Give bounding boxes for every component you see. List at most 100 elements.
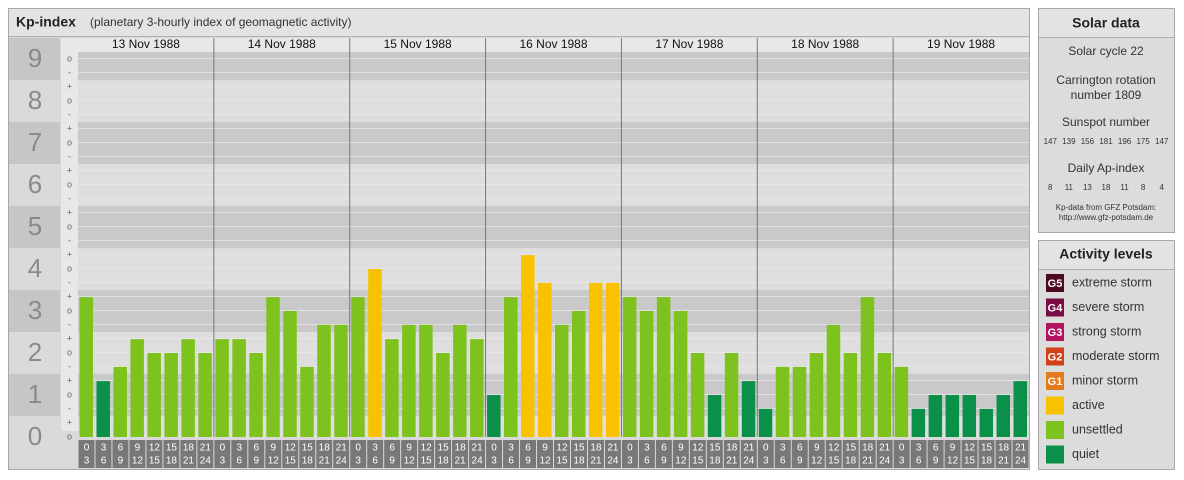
y-label-band xyxy=(9,332,60,374)
sunspots-value: 147 xyxy=(1155,137,1169,146)
hour-cell xyxy=(112,440,129,468)
hour-cell xyxy=(537,440,553,468)
hour-start: 18 xyxy=(183,443,195,454)
hour-cell xyxy=(689,440,706,468)
minor-tick-label: o xyxy=(67,347,72,357)
hour-end: 24 xyxy=(336,456,348,467)
hour-end: 21 xyxy=(590,456,602,467)
sunspots-value: 196 xyxy=(1118,137,1132,146)
legend-code: G5 xyxy=(1048,278,1063,290)
hour-start: 21 xyxy=(200,443,212,454)
legend-label: strong storm xyxy=(1072,324,1141,338)
hour-cell xyxy=(316,440,333,468)
minor-tick-label: o xyxy=(67,389,72,399)
carrington-line: number 1809 xyxy=(1071,88,1142,102)
hour-cell xyxy=(95,440,112,468)
bar xyxy=(809,353,824,437)
day-label: 13 Nov 1988 xyxy=(112,37,180,51)
y-tick-label: 9 xyxy=(28,43,42,73)
hour-cell xyxy=(214,440,231,468)
hour-end: 15 xyxy=(556,456,568,467)
bar xyxy=(605,282,620,437)
hour-cell xyxy=(299,440,316,468)
hour-start: 6 xyxy=(933,443,939,454)
hour-cell xyxy=(723,440,740,468)
hour-end: 6 xyxy=(372,456,378,467)
plot-band xyxy=(78,416,1029,437)
ap-value: 11 xyxy=(1065,183,1074,192)
chart-subtitle: (planetary 3-hourly index of geomagnetic… xyxy=(90,15,351,29)
hour-end: 18 xyxy=(573,456,585,467)
hour-start: 0 xyxy=(220,443,226,454)
minor-tick-label: - xyxy=(68,193,71,203)
y-label-band xyxy=(9,248,60,290)
minor-tick-label: - xyxy=(68,151,71,161)
chart-title: Kp-index xyxy=(16,14,76,30)
bar xyxy=(741,381,756,437)
hour-start: 15 xyxy=(573,443,585,454)
bar xyxy=(215,339,229,437)
solar-cycle: Solar cycle 22 xyxy=(1068,44,1144,58)
hour-start: 18 xyxy=(726,443,738,454)
hour-end: 24 xyxy=(879,456,891,467)
y-tick-label: 6 xyxy=(28,169,42,199)
legend-swatch xyxy=(1046,274,1064,292)
hour-end: 6 xyxy=(508,456,514,467)
hour-cell xyxy=(554,440,570,468)
bar xyxy=(79,297,93,437)
hour-cell xyxy=(587,440,604,468)
hour-end: 18 xyxy=(845,456,857,467)
minor-tick-label: - xyxy=(68,319,71,329)
bar xyxy=(181,339,195,437)
bar xyxy=(877,353,892,437)
hour-start: 6 xyxy=(797,443,803,454)
bar xyxy=(758,408,773,437)
hour-start: 12 xyxy=(421,443,433,454)
hour-cell xyxy=(503,440,520,468)
hour-start: 18 xyxy=(319,443,331,454)
bar xyxy=(283,311,297,437)
minor-tick-label: + xyxy=(67,417,72,427)
bar xyxy=(232,339,246,437)
hour-start: 21 xyxy=(1015,443,1027,454)
hour-cell xyxy=(672,440,689,468)
bar xyxy=(979,408,994,437)
hour-start: 3 xyxy=(780,443,786,454)
hour-cell xyxy=(350,440,367,468)
bar xyxy=(266,297,280,437)
hour-cell xyxy=(231,440,248,468)
hour-start: 3 xyxy=(508,443,514,454)
hour-start: 9 xyxy=(678,443,684,454)
minor-tick-label: + xyxy=(67,123,72,133)
title-bar xyxy=(9,9,1029,36)
hour-end: 21 xyxy=(183,456,195,467)
sunspots-value: 147 xyxy=(1044,137,1058,146)
hour-cell xyxy=(520,440,537,468)
legend-swatch xyxy=(1046,298,1064,317)
minor-tick-label: + xyxy=(67,291,72,301)
hour-end: 15 xyxy=(149,456,161,467)
hour-start: 3 xyxy=(644,443,650,454)
hour-start: 15 xyxy=(302,443,314,454)
hour-cell xyxy=(1012,440,1029,468)
minor-tick-label: + xyxy=(67,375,72,385)
hour-cell xyxy=(774,440,791,468)
minor-tick-label: o xyxy=(67,179,72,189)
hour-start: 21 xyxy=(607,443,619,454)
bar xyxy=(317,324,331,437)
hour-start: 3 xyxy=(916,443,922,454)
legend-label: moderate storm xyxy=(1072,349,1160,363)
legend-label: active xyxy=(1072,398,1105,412)
day-header xyxy=(78,38,1029,52)
hour-start: 15 xyxy=(981,443,993,454)
hour-cell xyxy=(859,440,876,468)
hour-cell xyxy=(163,440,180,468)
y-label-band xyxy=(9,38,60,80)
minor-tick-label: o xyxy=(67,305,72,315)
hour-end: 9 xyxy=(933,456,939,467)
solar-panel xyxy=(1038,8,1175,233)
bar xyxy=(996,395,1011,437)
hour-cell xyxy=(978,440,995,468)
day-label: 16 Nov 1988 xyxy=(519,37,587,51)
